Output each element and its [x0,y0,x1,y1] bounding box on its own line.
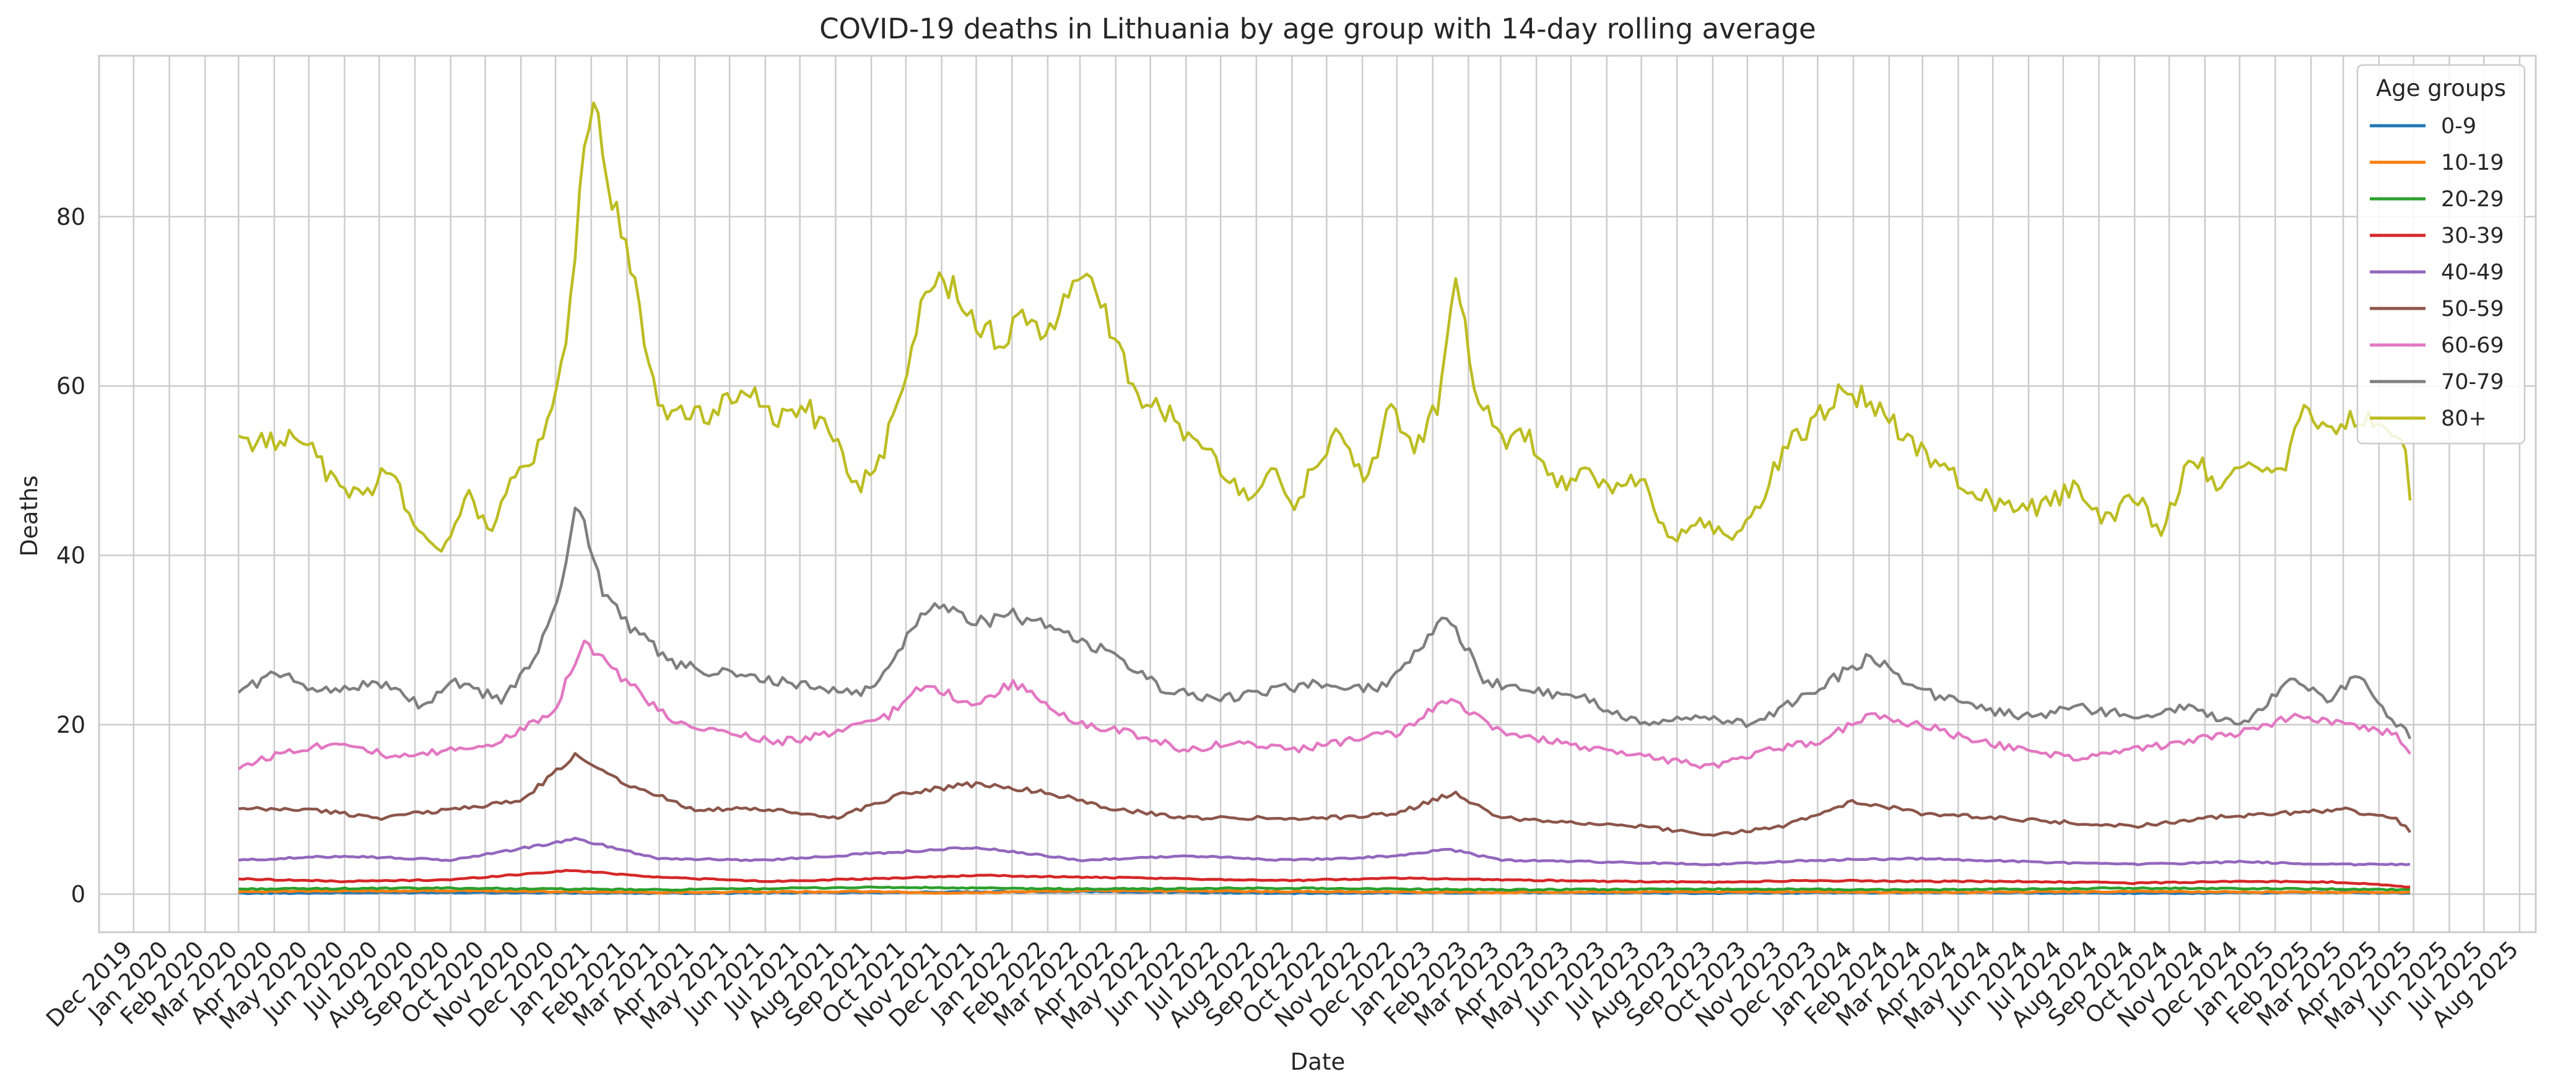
series-line-30-39 [238,868,2411,889]
legend-label: 50-59 [2441,297,2504,321]
legend-label: 0-9 [2441,114,2476,139]
legend-label: 70-79 [2441,370,2504,395]
series-line-10-19 [238,888,2411,895]
series-line-70-79 [237,506,2412,740]
y-axis-title: Deaths [16,475,43,556]
series-line-80+ [238,101,2412,553]
chart-title: COVID-19 deaths in Lithuania by age grou… [819,12,1816,45]
x-axis-title: Date [1290,1049,1345,1075]
legend-label: 10-19 [2441,151,2504,175]
series-line-60-69 [237,639,2411,771]
y-tick-label: 0 [71,881,85,907]
y-tick-label: 80 [56,204,85,230]
legend-title: Age groups [2376,75,2506,102]
y-tick-label: 40 [56,543,85,569]
legend-label: 80+ [2441,406,2487,431]
legend: Age groups 0-9 10-19 20-29 30-39 40-49 50-59 60… [2356,64,2526,445]
y-tick-label: 20 [56,712,85,738]
legend-label: 40-49 [2441,260,2504,285]
legend-label: 60-69 [2441,333,2504,358]
legend-label: 30-39 [2441,224,2504,248]
legend-label: 20-29 [2441,187,2504,212]
plot-background [98,55,2537,933]
legend-frame [2356,64,2526,445]
y-tick-label: 60 [56,373,85,400]
series-line-50-59 [238,752,2411,837]
series-line-20-29 [238,885,2411,892]
series-line-40-49 [238,836,2411,867]
